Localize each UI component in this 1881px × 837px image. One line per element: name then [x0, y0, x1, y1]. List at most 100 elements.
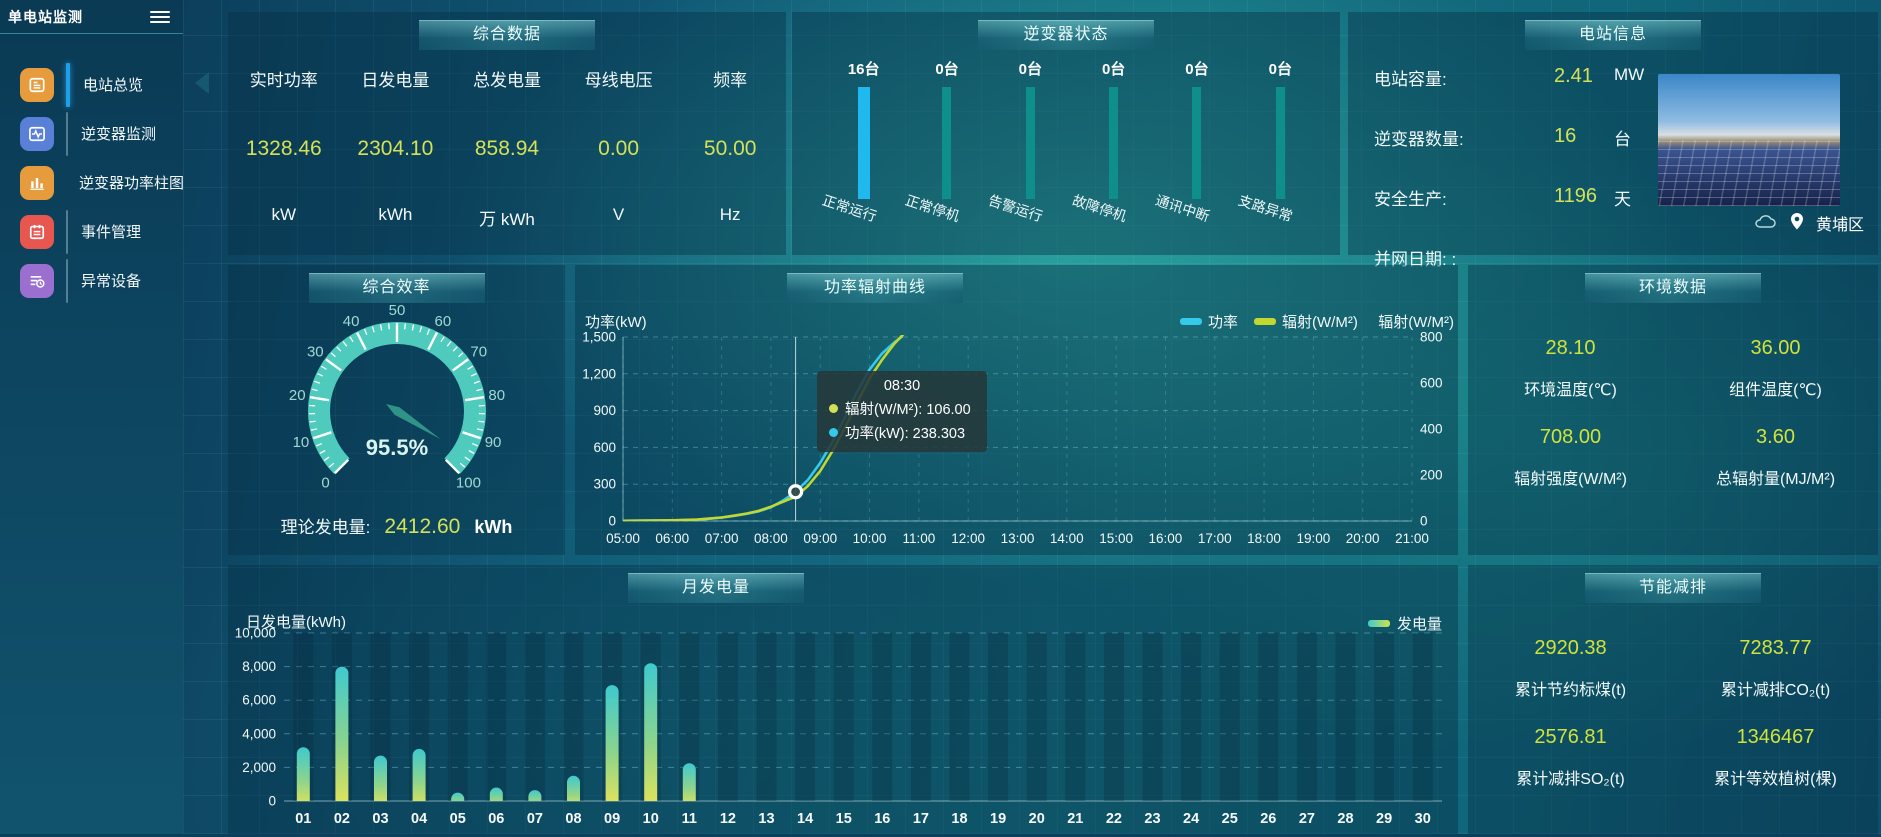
sidebar-item-1[interactable]: 电站总览: [0, 60, 183, 109]
y-left-tick-label: 0: [608, 514, 616, 529]
y-right-tick-label: 200: [1420, 468, 1443, 483]
stat-value: 1346467: [1737, 726, 1815, 749]
y-right-tick-label: 0: [1420, 514, 1428, 529]
gauge-tick-label: 10: [292, 434, 309, 451]
abnormal-device-icon: [20, 264, 54, 298]
tooltip-row: 功率(kW): 238.303: [829, 422, 975, 443]
inverter-count: 0台: [1185, 58, 1208, 79]
stat-label: 累计等效植树(棵): [1714, 765, 1837, 789]
bar-background-stripe: [525, 633, 545, 801]
station-row-value: 1196: [1554, 185, 1597, 208]
sidebar-item-label: 逆变器监测: [81, 123, 156, 144]
x-tick-label: 16:00: [1149, 531, 1183, 546]
stat-label: 环境温度(℃): [1524, 376, 1617, 400]
bar-background-stripe: [1336, 633, 1356, 801]
station-location[interactable]: 黄埔区: [1816, 211, 1864, 235]
x-tick-label: 14: [797, 811, 813, 827]
location-pin-icon[interactable]: [1790, 212, 1804, 235]
inverter-status-label: 故障停机: [1069, 190, 1128, 226]
y-right-tick-label: 400: [1420, 422, 1443, 437]
generation-bar: [528, 790, 541, 808]
bar-background-stripe: [448, 633, 468, 801]
bar-background-stripe: [795, 633, 815, 801]
metric-label: 日发电量: [361, 66, 429, 91]
station-photo: [1658, 74, 1840, 206]
x-tick-label: 13: [758, 811, 774, 827]
station-row-label: 安全生产:: [1374, 185, 1447, 210]
x-tick-label: 09: [604, 811, 620, 827]
stat-cell: 1346467 累计等效植树(棵): [1673, 726, 1878, 815]
inverter-power-bars-icon: [20, 166, 54, 200]
tooltip-series-value: 辐射(W/M²): 106.00: [845, 398, 971, 419]
weather-cloud-icon[interactable]: [1754, 213, 1778, 234]
tooltip-time: 08:30: [829, 378, 975, 394]
legend-swatch: [1180, 318, 1202, 325]
inverter-status-column: 0台告警运行: [989, 12, 1072, 199]
gauge-tick-label: 100: [455, 474, 480, 491]
inverter-count: 0台: [1019, 58, 1042, 79]
x-tick-label: 07:00: [705, 531, 739, 546]
stat-label: 辐射强度(W/M²): [1514, 465, 1627, 489]
x-tick-label: 20:00: [1346, 531, 1380, 546]
menu-item-indicator: [66, 210, 68, 254]
overview-icon: [20, 68, 54, 102]
x-tick-label: 30: [1415, 811, 1431, 827]
metric-unit: Hz: [720, 205, 741, 225]
x-tick-label: 24: [1183, 811, 1199, 827]
stat-value: 2920.38: [1534, 637, 1606, 660]
y-tick-label: 4,000: [242, 726, 276, 741]
x-tick-label: 04: [411, 811, 427, 827]
theory-generation-value: 2412.60: [384, 515, 460, 539]
stat-label: 总辐射量(MJ/M²): [1716, 465, 1835, 489]
sidebar-item-3[interactable]: 逆变器功率柱图: [0, 158, 183, 207]
station-row-unit: 台: [1614, 125, 1631, 150]
x-tick-label: 08: [565, 811, 581, 827]
event-management-icon: [20, 215, 54, 249]
sidebar-item-4[interactable]: 事件管理: [0, 207, 183, 256]
station-row-value: 2.41: [1554, 65, 1593, 88]
theory-generation-row: 理论发电量: 2412.60 kWh: [228, 513, 565, 539]
inverter-status-label: 通讯中断: [1153, 190, 1212, 226]
inverter-status-column: 0台支路异常: [1239, 12, 1322, 199]
x-tick-label: 10: [643, 811, 659, 827]
gauge-tick-label: 60: [434, 313, 451, 330]
collapse-sidebar-arrow[interactable]: [195, 72, 209, 94]
hamburger-menu-icon[interactable]: [147, 8, 173, 26]
x-tick-label: 18:00: [1247, 531, 1281, 546]
x-tick-label: 12:00: [951, 531, 985, 546]
sidebar-item-2[interactable]: 逆变器监测: [0, 109, 183, 158]
x-tick-label: 01: [295, 811, 311, 827]
sidebar-menu: 电站总览逆变器监测逆变器功率柱图事件管理异常设备: [0, 60, 183, 305]
stat-value: 708.00: [1540, 426, 1601, 449]
bar-background-stripe: [1143, 633, 1163, 801]
y-left-tick-label: 900: [593, 403, 616, 418]
sidebar-header: 单电站监测: [0, 0, 183, 34]
inverter-status-bar: [1192, 87, 1201, 199]
inverter-status-column: 16台正常运行: [822, 12, 905, 199]
bar-background-stripe: [988, 633, 1008, 801]
stat-label: 组件温度(℃): [1729, 376, 1822, 400]
x-tick-label: 02: [334, 811, 350, 827]
tooltip-series-value: 功率(kW): 238.303: [845, 422, 965, 443]
x-tick-label: 20: [1029, 811, 1045, 827]
inverter-count: 0台: [1102, 58, 1125, 79]
sidebar-item-5[interactable]: 异常设备: [0, 256, 183, 305]
metric-value: 2304.10: [357, 137, 433, 161]
bar-background-stripe: [1181, 633, 1201, 801]
station-row-unit: MW: [1614, 65, 1644, 85]
inverter-status-column: 0台正常停机: [905, 12, 988, 199]
x-tick-label: 15:00: [1099, 531, 1133, 546]
generation-bar: [644, 663, 657, 808]
gauge-tick-label: 90: [484, 434, 501, 451]
